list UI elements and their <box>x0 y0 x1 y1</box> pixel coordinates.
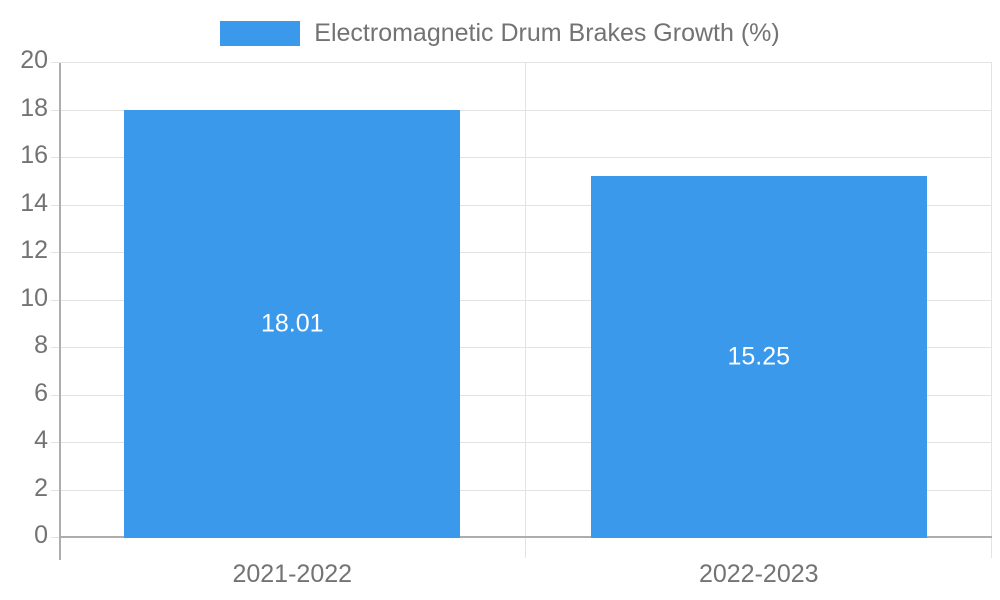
bar-value-label-0: 18.01 <box>260 309 324 338</box>
y-axis-line <box>59 63 61 560</box>
x-axis-line <box>59 536 992 538</box>
gridline-y-18 <box>59 109 992 111</box>
legend-label[interactable]: Electromagnetic Drum Brakes Growth (%) <box>314 19 780 47</box>
y-tick-label-18: 18 <box>20 93 48 122</box>
y-tick-label-2: 2 <box>34 473 48 502</box>
y-tick-14 <box>51 204 59 206</box>
gridline-y-14 <box>59 204 992 206</box>
y-tick-label-20: 20 <box>20 46 48 74</box>
gridline-y-2 <box>59 489 992 491</box>
y-tick-0 <box>51 537 59 538</box>
gridline-y-16 <box>59 157 992 158</box>
plot-right-border <box>991 63 992 558</box>
bar-value-label-1: 15.25 <box>727 342 791 371</box>
x-category-label-0: 2021-2022 <box>232 560 353 588</box>
plot-area: 18.01 15.25 <box>51 62 992 560</box>
y-tick-20 <box>51 62 59 63</box>
y-tick-4 <box>51 442 59 443</box>
y-tick-18 <box>51 109 59 111</box>
y-tick-label-8: 8 <box>34 331 48 359</box>
y-tick-2 <box>51 489 59 491</box>
y-tick-16 <box>51 157 59 158</box>
gridline-y-8 <box>59 347 992 348</box>
y-tick-label-10: 10 <box>20 283 48 312</box>
y-tick-label-14: 14 <box>20 188 48 217</box>
bar-2022-2023[interactable] <box>590 175 927 538</box>
x-category-label-1: 2022-2023 <box>698 560 819 588</box>
y-tick-label-6: 6 <box>34 378 48 407</box>
gridline-y-4 <box>59 442 992 443</box>
gridline-y-10 <box>59 299 992 301</box>
legend-swatch-icon[interactable] <box>220 20 301 46</box>
y-tick-label-16: 16 <box>20 141 48 169</box>
y-tick-label-0: 0 <box>34 521 48 549</box>
y-tick-label-4: 4 <box>34 426 48 454</box>
y-tick-6 <box>51 394 59 396</box>
x-divider-1 <box>524 63 526 558</box>
gridline-y-20 <box>59 62 992 63</box>
gridline-y-6 <box>59 394 992 396</box>
y-tick-label-12: 12 <box>20 236 48 264</box>
y-tick-8 <box>51 347 59 348</box>
legend: Electromagnetic Drum Brakes Growth (%) <box>0 18 1000 48</box>
y-tick-12 <box>51 252 59 253</box>
y-tick-10 <box>51 299 59 301</box>
gridline-y-12 <box>59 252 992 253</box>
bar-2021-2022[interactable] <box>124 110 461 538</box>
